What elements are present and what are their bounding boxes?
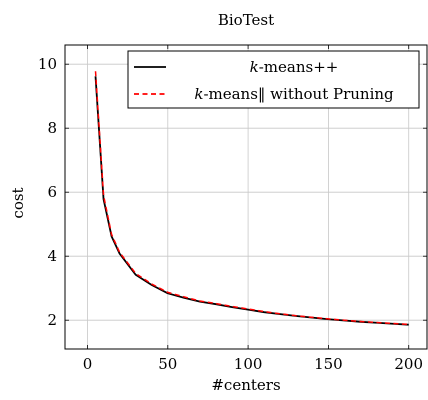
legend-label-kmeans-parallel: k-means‖ without Pruning	[194, 85, 394, 103]
chart-title: BioTest	[218, 11, 274, 29]
y-tick-label: 6	[47, 183, 57, 201]
legend-box	[127, 50, 420, 109]
ticks: 0 50 100 150 200 2 4 6 8 10	[38, 45, 427, 373]
legend-entry-kmeanspp: k-means++	[134, 58, 338, 76]
x-tick-label: 200	[394, 355, 423, 373]
series-line-kmeanspp	[94, 76, 409, 326]
x-tick-label: 0	[83, 355, 93, 373]
y-tick-label: 2	[47, 311, 57, 329]
y-tick-label: 4	[47, 247, 57, 265]
y-axis-label: cost	[9, 187, 27, 218]
plot-area-frame	[64, 44, 428, 350]
x-axis-label: #centers	[211, 376, 280, 394]
legend-label-kmeanspp: k-means++	[250, 58, 339, 76]
x-tick-label: 50	[158, 355, 177, 373]
series-line-kmeans-parallel	[94, 71, 409, 326]
legend: k-means++ k-means‖ without Pruning	[127, 50, 420, 109]
series-layer	[94, 71, 409, 326]
x-tick-label: 100	[234, 355, 263, 373]
legend-entry-kmeans-parallel: k-means‖ without Pruning	[134, 85, 394, 103]
y-tick-label: 10	[38, 55, 57, 73]
x-tick-label: 150	[314, 355, 343, 373]
y-tick-label: 8	[47, 119, 57, 137]
